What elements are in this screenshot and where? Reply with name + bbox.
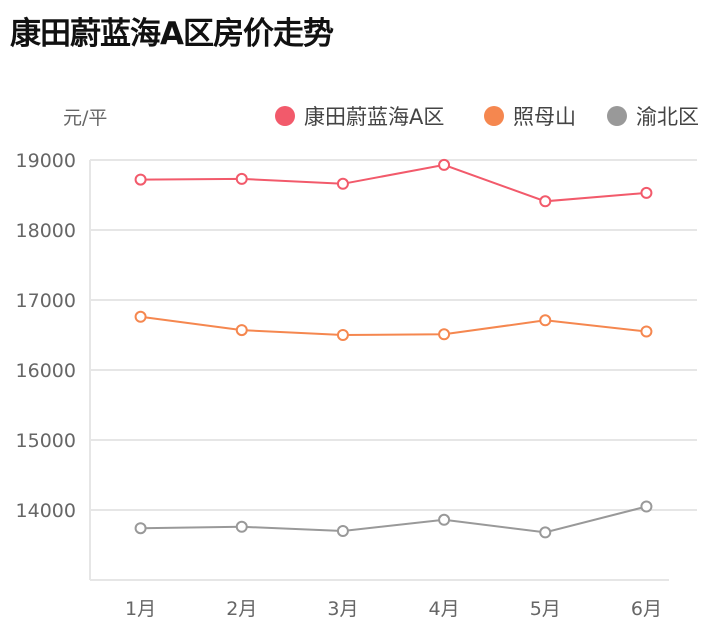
data-point: [336, 177, 349, 190]
data-point: [640, 186, 653, 199]
y-tick-label: 18000: [16, 220, 76, 242]
x-tick-label: 2月: [226, 598, 257, 620]
data-point: [438, 328, 451, 341]
y-tick-label: 19000: [16, 150, 76, 172]
data-point: [539, 526, 552, 539]
y-axis-label: 元/平: [63, 107, 107, 129]
data-point: [336, 329, 349, 341]
y-tick-label: 17000: [16, 290, 76, 312]
data-point: [235, 324, 248, 337]
data-point: [539, 314, 552, 327]
x-tick-label: 1月: [125, 598, 156, 620]
y-tick-label: 15000: [16, 430, 76, 452]
series-line: [140, 505, 647, 534]
data-point: [640, 325, 653, 338]
y-tick-label: 14000: [16, 500, 76, 522]
series-line: [140, 315, 647, 337]
data-point: [235, 172, 248, 185]
chart-title: 康田蔚蓝海A区房价走势: [10, 16, 334, 52]
data-point: [640, 500, 653, 513]
legend-label: 照母山: [513, 105, 576, 129]
legend-label: 渝北区: [636, 105, 699, 129]
x-tick-label: 4月: [429, 598, 460, 620]
data-point: [134, 310, 147, 323]
legend-marker: [607, 106, 627, 126]
data-point: [438, 513, 451, 526]
data-point: [438, 158, 451, 171]
x-tick-label: 3月: [327, 598, 358, 620]
data-point: [336, 525, 349, 537]
data-point: [134, 522, 147, 535]
data-point: [539, 195, 552, 208]
y-tick-label: 16000: [16, 360, 76, 382]
legend-marker: [275, 106, 295, 126]
legend-marker: [484, 106, 504, 126]
x-tick-label: 6月: [631, 598, 662, 620]
data-point: [235, 520, 248, 533]
data-point: [134, 173, 147, 186]
x-tick-label: 5月: [530, 598, 561, 620]
series-line: [140, 163, 647, 203]
legend-label: 康田蔚蓝海A区: [304, 105, 444, 129]
